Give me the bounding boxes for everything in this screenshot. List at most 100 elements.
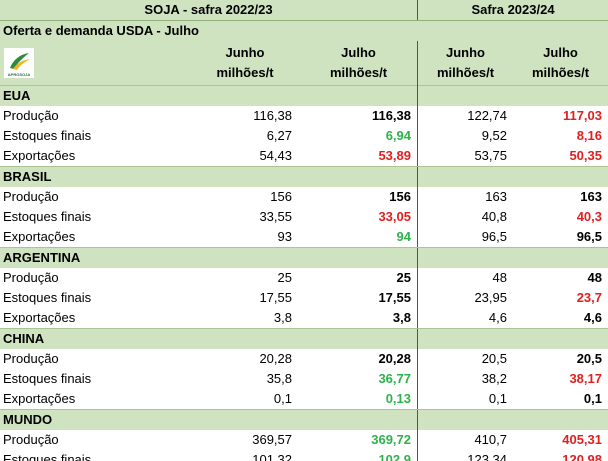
value-jun-2324: 410,7 <box>474 432 507 447</box>
header-block: Oferta e demanda USDA - Julho APROSOJA J… <box>0 21 608 105</box>
value-jun-2324: 96,5 <box>481 229 507 244</box>
section-name: EUA <box>3 88 31 103</box>
empty-cell <box>513 86 608 106</box>
empty-cell <box>298 86 418 106</box>
value-jul-2223: 0,13 <box>298 389 418 409</box>
table-row: Estoques finais 17,55 17,55 23,95 23,7 <box>0 288 608 308</box>
value-jun-2223: 20,28 <box>259 351 292 366</box>
value-jul-2223: 33,05 <box>298 207 418 227</box>
row-label: Produção <box>3 270 59 285</box>
table-body: EUA Produção 116,38 116,38 122,74 117,03 Estoq… <box>0 85 608 461</box>
empty-cell <box>418 248 513 268</box>
row-label: Estoques finais <box>3 128 92 143</box>
table-row: Exportações 93 94 96,5 96,5 <box>0 227 608 247</box>
value-jun-2223: 25 <box>277 270 292 285</box>
row-label: Exportações <box>3 148 76 163</box>
table-row: Exportações 3,8 3,8 4,6 4,6 <box>0 308 608 328</box>
col-header-line1: Julho <box>341 45 376 60</box>
value-jul-2223: 3,8 <box>298 308 418 328</box>
row-label: Exportações <box>3 229 76 244</box>
row-label: Estoques finais <box>3 452 92 461</box>
value-jun-2324: 123,34 <box>467 452 507 461</box>
value-jul-2223: 25 <box>298 268 418 288</box>
col-header-line2: milhões/t <box>531 65 590 80</box>
value-jul-2223: 102,9 <box>298 450 418 461</box>
table-row: Produção 25 25 48 48 <box>0 268 608 288</box>
value-jul-2324: 8,16 <box>576 128 602 143</box>
empty-cell <box>513 329 608 349</box>
col-header-jun-2223: Junho milhões/t <box>192 43 298 83</box>
value-jun-2324: 4,6 <box>488 310 507 325</box>
value-jul-2324: 117,03 <box>562 108 602 123</box>
table-row: Estoques finais 33,55 33,05 40,8 40,3 <box>0 207 608 227</box>
empty-cell <box>298 410 418 430</box>
value-jun-2324: 40,8 <box>481 209 507 224</box>
value-jun-2223: 93 <box>277 229 292 244</box>
value-jun-2223: 35,8 <box>266 371 292 386</box>
table-row: Exportações 54,43 53,89 53,75 50,35 <box>0 146 608 166</box>
empty-cell <box>418 86 513 106</box>
value-jul-2324: 0,1 <box>583 391 602 406</box>
aprosoja-logo-icon: APROSOJA <box>8 53 31 77</box>
col-header-line2: milhões/t <box>436 65 495 80</box>
section-row: BRASIL <box>0 166 608 187</box>
section-row: EUA <box>0 85 608 106</box>
row-label: Produção <box>3 108 59 123</box>
value-jul-2324: 405,31 <box>562 432 602 447</box>
col-header-jun-2324: Junho milhões/t <box>418 43 513 83</box>
value-jun-2324: 48 <box>492 270 507 285</box>
row-label: Estoques finais <box>3 290 92 305</box>
title-row: SOJA - safra 2022/23 Safra 2023/24 <box>0 0 608 21</box>
logo-text: APROSOJA <box>8 72 31 77</box>
value-jun-2223: 3,8 <box>273 310 292 325</box>
title-2023-24: Safra 2023/24 <box>471 2 555 17</box>
row-label: Exportações <box>3 391 76 406</box>
table-row: Produção 20,28 20,28 20,5 20,5 <box>0 349 608 369</box>
value-jul-2324: 50,35 <box>569 148 602 163</box>
table-row: Estoques finais 6,27 6,94 9,52 8,16 <box>0 126 608 146</box>
empty-cell <box>192 86 298 106</box>
empty-cell <box>298 329 418 349</box>
empty-cell <box>513 167 608 187</box>
col-header-line2: milhões/t <box>329 65 388 80</box>
value-jun-2324: 9,52 <box>481 128 507 143</box>
value-jul-2324: 120,98 <box>562 452 602 461</box>
col-header-jul-2324: Julho milhões/t <box>513 43 608 83</box>
row-label: Produção <box>3 189 59 204</box>
value-jul-2223: 53,89 <box>298 146 418 166</box>
empty-cell <box>513 248 608 268</box>
empty-cell <box>192 248 298 268</box>
empty-cell <box>418 410 513 430</box>
empty-cell <box>192 410 298 430</box>
value-jun-2324: 38,2 <box>481 371 507 386</box>
section-name: ARGENTINA <box>3 250 81 265</box>
empty-cell <box>513 410 608 430</box>
value-jun-2223: 6,27 <box>266 128 292 143</box>
value-jun-2324: 53,75 <box>474 148 507 163</box>
empty-cell <box>192 329 298 349</box>
empty-cell <box>192 167 298 187</box>
row-label: Estoques finais <box>3 371 92 386</box>
value-jul-2223: 116,38 <box>298 106 418 126</box>
value-jul-2324: 40,3 <box>576 209 602 224</box>
col-header-line1: Junho <box>225 45 265 60</box>
table-subtitle: Oferta e demanda USDA - Julho <box>3 23 199 38</box>
column-divider <box>417 41 418 105</box>
value-jul-2223: 20,28 <box>298 349 418 369</box>
value-jun-2223: 116,38 <box>253 108 292 123</box>
value-jul-2324: 38,17 <box>569 371 602 386</box>
value-jul-2223: 369,72 <box>298 430 418 450</box>
value-jul-2324: 163 <box>580 189 602 204</box>
section-row: MUNDO <box>0 409 608 430</box>
row-label: Estoques finais <box>3 209 92 224</box>
value-jul-2324: 4,6 <box>583 310 602 325</box>
section-name: CHINA <box>3 331 45 346</box>
empty-cell <box>418 329 513 349</box>
table-row: Produção 116,38 116,38 122,74 117,03 <box>0 106 608 126</box>
col-header-line2: milhões/t <box>216 65 274 80</box>
value-jul-2324: 20,5 <box>576 351 602 366</box>
section-row: ARGENTINA <box>0 247 608 268</box>
value-jul-2223: 94 <box>298 227 418 247</box>
value-jun-2324: 23,95 <box>474 290 507 305</box>
value-jul-2223: 6,94 <box>298 126 418 146</box>
